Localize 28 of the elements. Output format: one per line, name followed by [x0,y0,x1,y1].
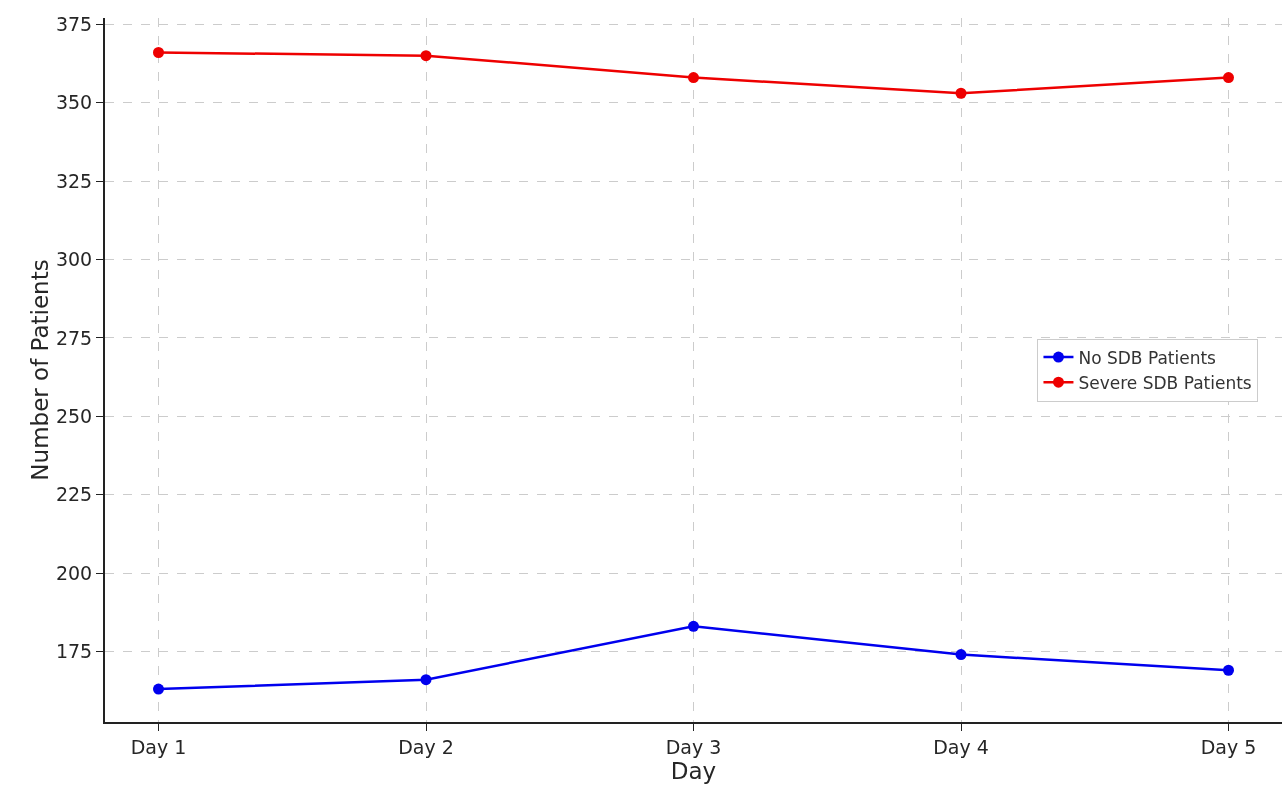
x-axis-title: Day [670,757,717,784]
y-tick-label: 225 [55,483,93,506]
point [955,649,967,661]
point [688,72,699,84]
legend-label: Severe SDB Patients [1078,372,1252,393]
point [1223,72,1234,84]
x-tick-label: Day 1 [130,735,187,758]
y-tick-label: 250 [55,404,93,427]
y-tick-label: 275 [55,326,93,349]
y-tick-label: 175 [55,640,93,663]
point [420,674,432,686]
y-tick-label: 350 [55,91,93,114]
y-tick-label: 325 [55,169,93,192]
y-axis-title: Number of Patients [27,259,53,481]
point [420,50,432,62]
x-tick-label: Day 4 [933,735,989,758]
point [1223,664,1234,676]
point [955,87,967,99]
y-tick-label: 300 [55,248,93,271]
x-tick-label: Day 2 [398,735,454,758]
y-tick-label: 200 [55,561,93,584]
point [688,620,699,632]
x-tick-label: Day 5 [1200,735,1257,758]
y-tick-label: 375 [55,12,93,35]
point [153,46,164,58]
legend-label: No SDB Patients [1078,347,1217,368]
x-tick-label: Day 3 [665,735,722,758]
point [153,683,164,695]
